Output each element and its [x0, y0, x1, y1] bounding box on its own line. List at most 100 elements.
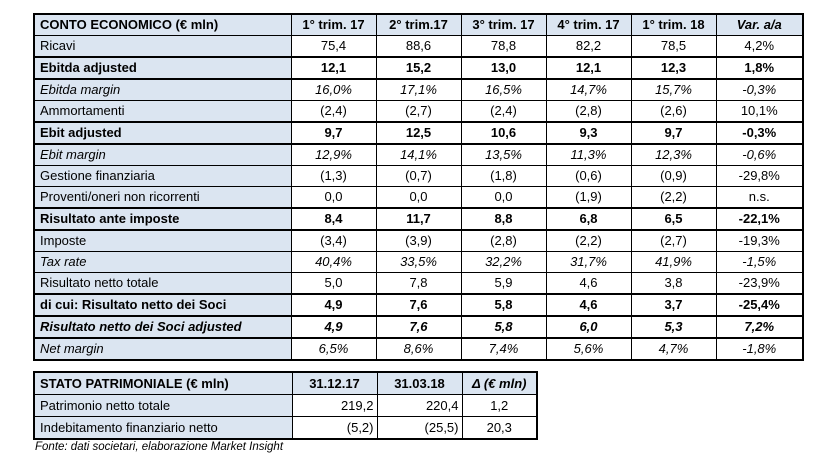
- cell-value: (25,5): [376, 416, 463, 440]
- cell-value: 3,7: [630, 293, 717, 317]
- column-header: Δ (€ mln): [461, 371, 538, 395]
- cell-value: (2,8): [460, 229, 547, 252]
- cell-value: 5,0: [290, 272, 377, 295]
- table-row: Net margin 6,5% 8,6% 7,4% 5,6% 4,7% -1,8%: [33, 337, 804, 361]
- column-header: 2° trim.17: [375, 13, 462, 36]
- row-label: Patrimonio netto totale: [33, 394, 293, 417]
- cell-value: 12,3: [630, 56, 717, 80]
- cell-value: (0,6): [545, 165, 632, 187]
- cell-value: 5,8: [460, 293, 547, 317]
- cell-value: n.s.: [715, 186, 804, 209]
- cell-value: (1,9): [545, 186, 632, 209]
- cell-value: 75,4: [290, 35, 377, 58]
- cell-value: 14,7%: [545, 78, 632, 101]
- table-row: Indebitamento finanziario netto (5,2) (25,…: [33, 416, 538, 440]
- cell-value: -22,1%: [715, 207, 804, 231]
- column-header: 1° trim. 18: [630, 13, 717, 36]
- table-row: Ebitda margin 16,0% 17,1% 16,5% 14,7% 15,7% -0…: [33, 78, 804, 101]
- cell-value: (2,2): [545, 229, 632, 252]
- cell-value: 7,2%: [715, 315, 804, 339]
- column-header: 31.12.17: [291, 371, 378, 395]
- cell-value: (2,8): [545, 100, 632, 123]
- row-label: Imposte: [33, 229, 292, 252]
- income-statement-header-row: CONTO ECONOMICO (€ mln) 1° trim. 17 2° tr…: [33, 13, 804, 36]
- row-label: Ammortamenti: [33, 100, 292, 123]
- cell-value: -25,4%: [715, 293, 804, 317]
- cell-value: 219,2: [291, 394, 378, 417]
- cell-value: 0,0: [460, 186, 547, 209]
- cell-value: 220,4: [376, 394, 463, 417]
- cell-value: 5,3: [630, 315, 717, 339]
- row-label: Tax rate: [33, 251, 292, 273]
- cell-value: (2,2): [630, 186, 717, 209]
- table-row: Risultato netto totale 5,0 7,8 5,9 4,6 3,8 -23…: [33, 272, 804, 295]
- balance-sheet-table: STATO PATRIMONIALE (€ mln) 31.12.17 31.03…: [33, 371, 538, 440]
- cell-value: 8,8: [460, 207, 547, 231]
- cell-value: 8,6%: [375, 337, 462, 361]
- cell-value: 40,4%: [290, 251, 377, 273]
- cell-value: 13,0: [460, 56, 547, 80]
- cell-value: 1,2: [461, 394, 538, 417]
- cell-value: 4,9: [290, 315, 377, 339]
- cell-value: 0,0: [375, 186, 462, 209]
- cell-value: 7,4%: [460, 337, 547, 361]
- cell-value: 12,9%: [290, 143, 377, 166]
- row-label: Risultato ante imposte: [33, 207, 292, 231]
- table-row: Risultato ante imposte 8,4 11,7 8,8 6,8 6,5 -2…: [33, 207, 804, 231]
- cell-value: (2,4): [290, 100, 377, 123]
- cell-value: 10,6: [460, 121, 547, 145]
- cell-value: 9,3: [545, 121, 632, 145]
- cell-value: 0,0: [290, 186, 377, 209]
- column-header: 4° trim. 17: [545, 13, 632, 36]
- cell-value: (1,8): [460, 165, 547, 187]
- cell-value: 6,5: [630, 207, 717, 231]
- table-row: Ricavi 75,4 88,6 78,8 82,2 78,5 4,2%: [33, 35, 804, 58]
- cell-value: 4,2%: [715, 35, 804, 58]
- cell-value: 32,2%: [460, 251, 547, 273]
- row-label: Risultato netto dei Soci adjusted: [33, 315, 292, 339]
- cell-value: 12,5: [375, 121, 462, 145]
- cell-value: 15,7%: [630, 78, 717, 101]
- table-row: Tax rate 40,4% 33,5% 32,2% 31,7% 41,9% -1,5%: [33, 251, 804, 273]
- row-label: di cui: Risultato netto dei Soci: [33, 293, 292, 317]
- cell-value: 14,1%: [375, 143, 462, 166]
- income-statement-table: CONTO ECONOMICO (€ mln) 1° trim. 17 2° tr…: [33, 13, 804, 361]
- table-row: Patrimonio netto totale 219,2 220,4 1,2: [33, 394, 538, 417]
- cell-value: 12,1: [545, 56, 632, 80]
- cell-value: -0,3%: [715, 78, 804, 101]
- cell-value: (2,6): [630, 100, 717, 123]
- cell-value: 6,8: [545, 207, 632, 231]
- cell-value: (2,7): [375, 100, 462, 123]
- cell-value: 41,9%: [630, 251, 717, 273]
- source-note: Fonte: dati societari, elaborazione Mark…: [35, 441, 284, 453]
- cell-value: 6,0: [545, 315, 632, 339]
- cell-value: -0,3%: [715, 121, 804, 145]
- cell-value: 12,1: [290, 56, 377, 80]
- cell-value: 11,7: [375, 207, 462, 231]
- cell-value: 4,6: [545, 293, 632, 317]
- cell-value: 3,8: [630, 272, 717, 295]
- balance-sheet-title: STATO PATRIMONIALE (€ mln): [33, 371, 293, 395]
- cell-value: (0,7): [375, 165, 462, 187]
- cell-value: 7,6: [375, 293, 462, 317]
- column-header: 31.03.18: [376, 371, 463, 395]
- cell-value: 15,2: [375, 56, 462, 80]
- column-header: Var. a/a: [715, 13, 804, 36]
- cell-value: (1,3): [290, 165, 377, 187]
- row-label: Net margin: [33, 337, 292, 361]
- income-statement-body: Ricavi 75,4 88,6 78,8 82,2 78,5 4,2% Ebitda adj…: [33, 35, 804, 361]
- cell-value: 78,5: [630, 35, 717, 58]
- balance-sheet-header-row: STATO PATRIMONIALE (€ mln) 31.12.17 31.03…: [33, 371, 538, 395]
- table-row: Imposte (3,4) (3,9) (2,8) (2,2) (2,7) -19,3%: [33, 229, 804, 252]
- table-row: Gestione finanziaria (1,3) (0,7) (1,8) (0,6)…: [33, 165, 804, 187]
- cell-value: 16,5%: [460, 78, 547, 101]
- column-header: 1° trim. 17: [290, 13, 377, 36]
- cell-value: 4,6: [545, 272, 632, 295]
- cell-value: (5,2): [291, 416, 378, 440]
- cell-value: 12,3%: [630, 143, 717, 166]
- cell-value: (0,9): [630, 165, 717, 187]
- row-label: Ebitda adjusted: [33, 56, 292, 80]
- cell-value: 9,7: [630, 121, 717, 145]
- row-label: Proventi/oneri non ricorrenti: [33, 186, 292, 209]
- table-row: Ebit adjusted 9,7 12,5 10,6 9,3 9,7 -0,3%: [33, 121, 804, 145]
